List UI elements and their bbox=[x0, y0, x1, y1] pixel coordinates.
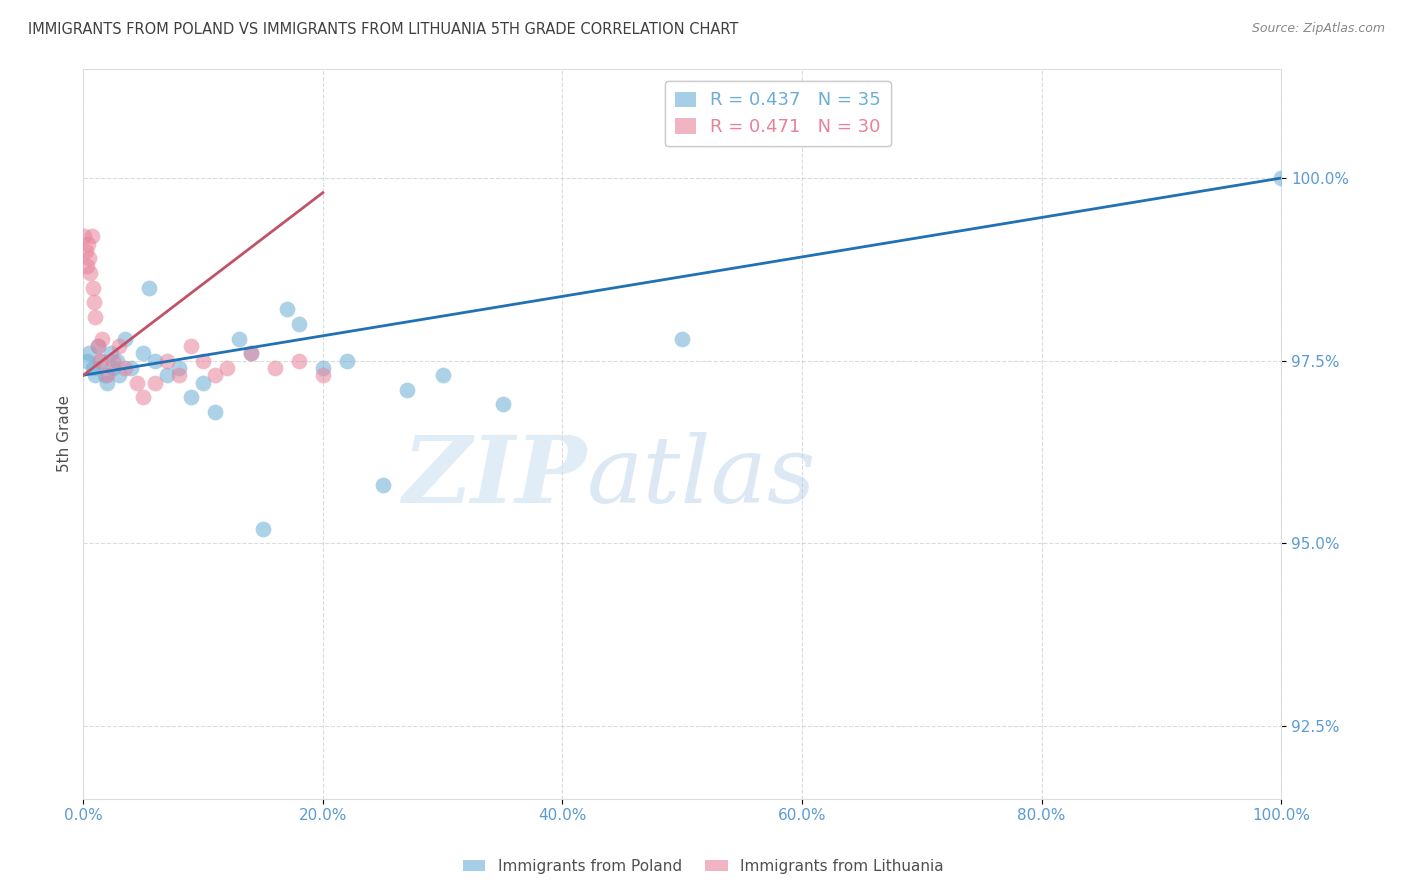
Point bbox=[108, 368, 131, 383]
Point bbox=[671, 332, 693, 346]
Point bbox=[86, 339, 108, 353]
Point bbox=[108, 339, 131, 353]
Point bbox=[76, 353, 98, 368]
Point bbox=[79, 266, 101, 280]
Point bbox=[84, 368, 107, 383]
Point bbox=[100, 346, 122, 360]
Point bbox=[240, 346, 263, 360]
Point bbox=[143, 376, 166, 390]
Point bbox=[82, 280, 104, 294]
Text: IMMIGRANTS FROM POLAND VS IMMIGRANTS FROM LITHUANIA 5TH GRADE CORRELATION CHART: IMMIGRANTS FROM POLAND VS IMMIGRANTS FRO… bbox=[28, 22, 738, 37]
Point bbox=[75, 244, 97, 258]
Point bbox=[76, 259, 98, 273]
Point bbox=[395, 383, 418, 397]
Point bbox=[1270, 171, 1292, 186]
Point bbox=[138, 280, 160, 294]
Point bbox=[80, 229, 103, 244]
Point bbox=[120, 360, 142, 375]
Point bbox=[204, 368, 226, 383]
Point bbox=[83, 295, 105, 310]
Point bbox=[105, 353, 128, 368]
Point bbox=[156, 353, 179, 368]
Point bbox=[114, 332, 136, 346]
Point bbox=[132, 346, 155, 360]
Point bbox=[191, 353, 214, 368]
Point bbox=[204, 405, 226, 419]
Y-axis label: 5th Grade: 5th Grade bbox=[58, 395, 72, 472]
Point bbox=[371, 477, 394, 491]
Point bbox=[491, 397, 513, 411]
Point bbox=[94, 368, 117, 383]
Point bbox=[96, 368, 118, 383]
Point bbox=[156, 368, 179, 383]
Point bbox=[127, 376, 149, 390]
Point bbox=[180, 339, 202, 353]
Point bbox=[77, 252, 100, 266]
Point bbox=[91, 332, 114, 346]
Point bbox=[82, 360, 104, 375]
Point bbox=[73, 229, 96, 244]
Point bbox=[180, 390, 202, 404]
Point bbox=[312, 368, 335, 383]
Point bbox=[228, 332, 250, 346]
Point bbox=[288, 317, 311, 331]
Point bbox=[191, 376, 214, 390]
Point bbox=[114, 360, 136, 375]
Point bbox=[103, 360, 125, 375]
Text: atlas: atlas bbox=[586, 433, 815, 523]
Text: Source: ZipAtlas.com: Source: ZipAtlas.com bbox=[1251, 22, 1385, 36]
Legend: Immigrants from Poland, Immigrants from Lithuania: Immigrants from Poland, Immigrants from … bbox=[457, 853, 949, 880]
Point bbox=[276, 302, 298, 317]
Point bbox=[96, 376, 118, 390]
Point bbox=[89, 353, 111, 368]
Point bbox=[86, 339, 108, 353]
Point bbox=[167, 360, 190, 375]
Point bbox=[240, 346, 263, 360]
Point bbox=[252, 522, 274, 536]
Point bbox=[167, 368, 190, 383]
Point bbox=[288, 353, 311, 368]
Point bbox=[432, 368, 454, 383]
Point bbox=[103, 353, 125, 368]
Point bbox=[90, 353, 112, 368]
Point bbox=[336, 353, 359, 368]
Legend: R = 0.437   N = 35, R = 0.471   N = 30: R = 0.437 N = 35, R = 0.471 N = 30 bbox=[665, 81, 891, 146]
Point bbox=[143, 353, 166, 368]
Point bbox=[312, 360, 335, 375]
Point bbox=[77, 236, 100, 251]
Point bbox=[264, 360, 287, 375]
Point bbox=[215, 360, 238, 375]
Text: ZIP: ZIP bbox=[402, 433, 586, 523]
Point bbox=[84, 310, 107, 324]
Point bbox=[77, 346, 100, 360]
Point bbox=[132, 390, 155, 404]
